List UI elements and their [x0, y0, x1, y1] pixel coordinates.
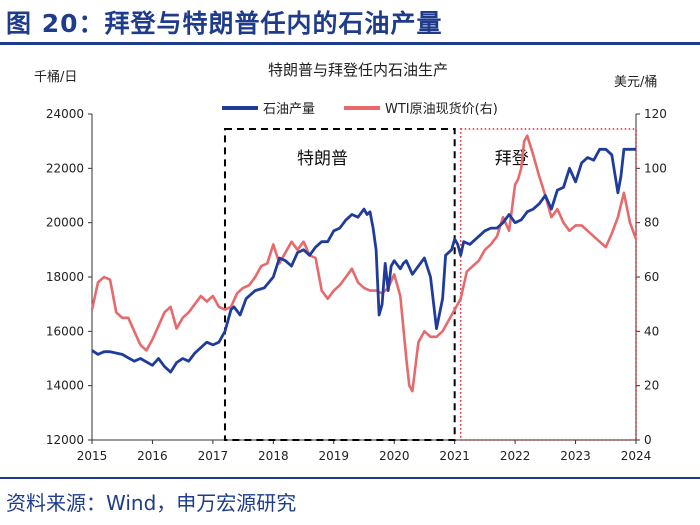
x-tick-label: 2020: [379, 449, 410, 463]
y-left-tick-label: 16000: [46, 324, 84, 338]
legend: 石油产量 WTI原油现货价(右): [222, 101, 498, 117]
series-lines: [90, 134, 638, 393]
y-left-tick-label: 18000: [46, 270, 84, 284]
y-right-tick-label: 100: [644, 161, 667, 175]
x-tick-label: 2024: [621, 449, 652, 463]
y-right-tick-label: 40: [644, 324, 659, 338]
oil-production-line: [91, 147, 636, 374]
period-boxes: 特朗普 拜登: [223, 128, 637, 441]
x-tick-label: 2017: [198, 449, 229, 463]
x-tick-label: 2018: [258, 449, 289, 463]
figure-title: 图 20：拜登与特朗普任内的石油产量: [6, 9, 443, 38]
x-tick-label: 2021: [439, 449, 470, 463]
title-rule: [0, 42, 700, 45]
y-right-tick-label: 120: [644, 107, 667, 121]
biden-period-box: [459, 128, 637, 441]
trump-period-box: [223, 128, 456, 441]
footer-rule: [0, 477, 700, 479]
source-note: 资料来源：Wind，申万宏源研究: [6, 491, 297, 515]
y-axis-right-label: 美元/桶: [614, 75, 657, 90]
y-left-tick-label: 22000: [46, 161, 84, 175]
chart: 特朗普与拜登任内石油生产 千桶/日 美元/桶 石油产量 WTI原油现货价(右) …: [34, 61, 667, 463]
y-left-tick-label: 24000: [46, 107, 84, 121]
legend-label-wti: WTI原油现货价(右): [385, 101, 498, 117]
y-right-tick-label: 80: [644, 216, 659, 230]
x-tick-label: 2023: [560, 449, 591, 463]
chart-title: 特朗普与拜登任内石油生产: [268, 61, 448, 79]
x-tick-label: 2022: [500, 449, 531, 463]
x-tick-label: 2015: [77, 449, 108, 463]
y-right-tick-label: 20: [644, 379, 659, 393]
y-right-tick-label: 60: [644, 270, 659, 284]
x-tick-label: 2016: [137, 449, 168, 463]
x-tick-label: 2019: [319, 449, 350, 463]
y-left-tick-label: 20000: [46, 216, 84, 230]
axes: 12000 14000 16000 18000 20000 22000 24000 0 20 40…: [46, 107, 667, 463]
y-left-tick-label: 14000: [46, 379, 84, 393]
y-left-tick-label: 12000: [46, 433, 84, 447]
legend-label-production: 石油产量: [263, 102, 315, 117]
wti-price-line: [90, 134, 638, 393]
y-right-tick-label: 0: [644, 433, 652, 447]
trump-period-label: 特朗普: [297, 149, 348, 169]
biden-period-label: 拜登: [495, 149, 529, 169]
y-axis-left-label: 千桶/日: [34, 70, 77, 85]
